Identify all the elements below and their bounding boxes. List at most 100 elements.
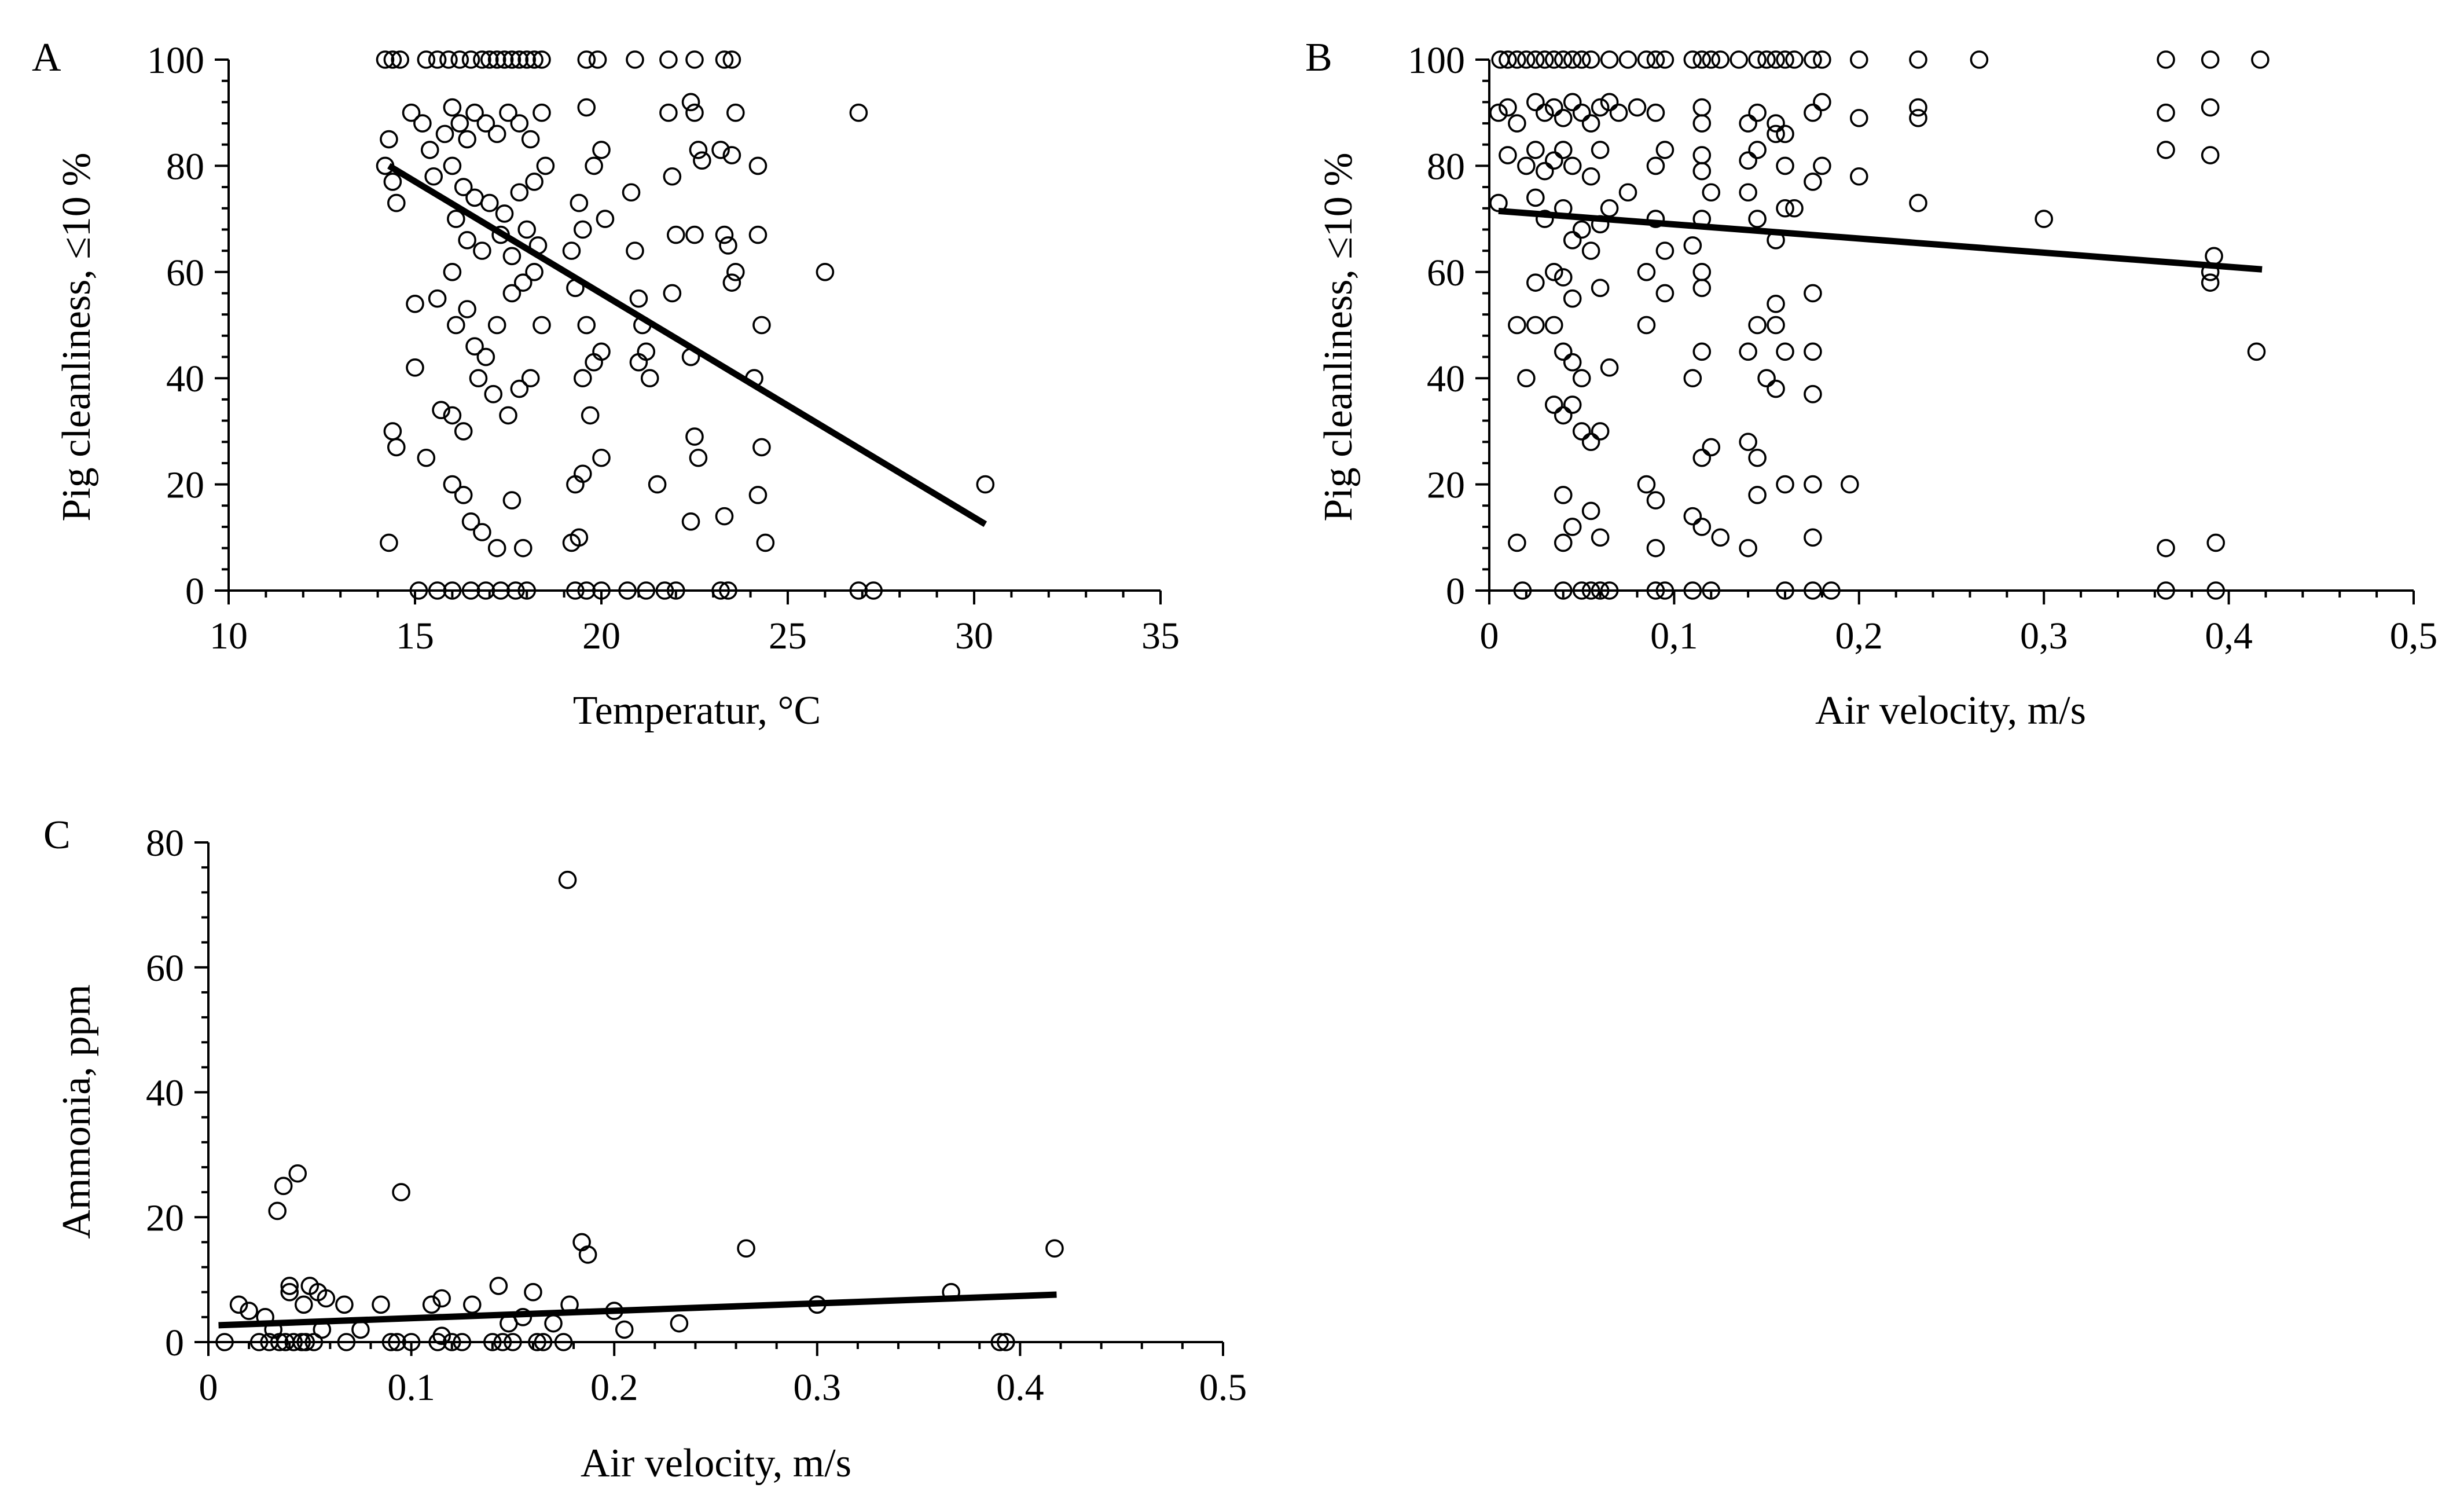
- panel-a-x-tick-label: 10: [210, 615, 248, 657]
- panel-a-data-point: [592, 448, 611, 467]
- panel-c-data-point: [280, 1277, 299, 1295]
- panel-b-data-point: [1591, 422, 1610, 441]
- panel-a-data-point: [387, 193, 406, 212]
- panel-b-data-point: [1554, 406, 1573, 425]
- panel-a-data-point: [816, 262, 835, 281]
- panel-b-data-point: [1785, 50, 1804, 69]
- panel-b-data-point: [1499, 146, 1517, 164]
- panel-c-data-point: [544, 1314, 563, 1333]
- panel-a-data-point: [752, 438, 771, 457]
- panel-a-data-point: [495, 204, 514, 223]
- panel-b-data-point: [1711, 528, 1730, 547]
- panel-a-data-point: [533, 103, 551, 122]
- panel-b-data-point: [1970, 50, 1989, 69]
- panel-a-data-point: [689, 448, 708, 467]
- panel-b-data-point: [1572, 50, 1591, 69]
- panel-a-data-point: [402, 103, 421, 122]
- panel-a-data-point: [685, 50, 704, 69]
- panel-b-data-point: [1841, 475, 1859, 494]
- panel-b-y-tick-label: 20: [1427, 464, 1465, 507]
- panel-a-data-point: [573, 369, 592, 388]
- panel-b-data-point: [1683, 50, 1702, 69]
- panel-a-data-point: [380, 130, 398, 149]
- panel-b-data-point: [1536, 50, 1554, 69]
- panel-b-data-point: [1526, 316, 1545, 335]
- panel-a-temperature-vs-cleanliness: A 0 20 40 60 80 100 10 15 20 25 30 35 Temperatur, …: [32, 35, 1180, 733]
- panel-c-data-point: [351, 1320, 370, 1339]
- panel-b-data-point: [1581, 501, 1600, 521]
- panel-a-data-point: [752, 316, 771, 335]
- panel-c-trendline: [218, 1291, 1057, 1329]
- panel-a-data-point: [685, 225, 704, 244]
- panel-a-y-tick-label: 60: [166, 252, 204, 294]
- panel-a-data-point: [458, 130, 476, 149]
- panel-b-data-point: [1909, 109, 1927, 127]
- panel-a-data-point: [458, 300, 476, 318]
- panel-b-data-point: [1776, 156, 1794, 175]
- panel-b-data-point: [1804, 284, 1822, 303]
- panel-a-data-point: [487, 538, 506, 558]
- panel-a-data-point: [722, 50, 741, 69]
- panel-b-data-point: [2157, 103, 2175, 122]
- panel-c-data-point: [372, 1295, 390, 1314]
- panel-c-y-tick-label: 60: [146, 947, 184, 989]
- panel-a-data-point: [443, 475, 462, 494]
- panel-b-data-point: [2201, 98, 2220, 117]
- panel-a-data-point: [592, 141, 611, 159]
- panel-c-data-point: [240, 1302, 258, 1320]
- panel-a-data-point: [499, 103, 517, 122]
- panel-b-data-point: [2157, 538, 2175, 558]
- panel-c-data-point: [294, 1295, 313, 1314]
- panel-a-points: [376, 50, 995, 600]
- panel-b-x-tick-label: 0,2: [1835, 615, 1883, 657]
- panel-a-data-point: [573, 220, 592, 239]
- panel-a-data-point: [435, 124, 454, 144]
- panel-b-data-point: [1554, 50, 1573, 69]
- panel-b-data-point: [1637, 50, 1656, 69]
- panel-letter-b: B: [1305, 35, 1332, 80]
- panel-b-data-point: [1581, 167, 1600, 186]
- panel-b-data-point: [1767, 316, 1785, 335]
- panel-a-data-point: [517, 220, 537, 239]
- panel-b-data-point: [1646, 210, 1665, 228]
- panel-b-data-point: [1850, 167, 1868, 186]
- panel-letter-c: C: [43, 813, 71, 857]
- panel-a-data-point: [484, 384, 503, 404]
- panel-b-data-point: [1618, 50, 1637, 69]
- panel-a-data-point: [685, 103, 704, 122]
- panel-b-data-point: [1554, 141, 1573, 159]
- panel-a-data-point: [473, 241, 491, 260]
- panel-b-data-point: [1804, 173, 1822, 191]
- panel-a-data-point: [499, 406, 517, 425]
- panel-b-data-point: [1655, 50, 1675, 69]
- panel-a-data-point: [428, 50, 447, 69]
- panel-c-x-tick-label: 0.1: [387, 1366, 435, 1409]
- panel-b-data-point: [1739, 114, 1757, 133]
- panel-a-data-point: [487, 50, 506, 69]
- panel-a-data-point: [495, 50, 514, 69]
- panel-b-data-point: [1804, 103, 1822, 122]
- panel-b-data-point: [2201, 146, 2220, 164]
- panel-b-data-point: [1776, 199, 1794, 218]
- panel-a-data-point: [513, 538, 533, 558]
- panel-a-data-point: [413, 114, 432, 133]
- panel-b-data-point: [1563, 395, 1582, 414]
- panel-a-data-point: [756, 533, 775, 552]
- panel-a-data-point: [748, 225, 768, 244]
- panel-b-data-point: [1554, 342, 1573, 361]
- panel-a-x-tick-label: 15: [396, 615, 434, 657]
- panel-a-data-point: [726, 103, 745, 122]
- panel-a-data-point: [719, 236, 737, 255]
- panel-b-data-point: [1508, 114, 1526, 133]
- panel-b-data-point: [1544, 50, 1563, 69]
- panel-b-data-point: [1554, 533, 1573, 552]
- panel-a-data-point: [443, 262, 462, 281]
- panel-b-data-point: [1804, 342, 1822, 361]
- panel-b-data-point: [1739, 538, 1757, 558]
- panel-a-data-point: [588, 50, 607, 69]
- panel-a-data-point: [592, 342, 611, 361]
- panel-a-data-point: [715, 507, 734, 526]
- panel-a-data-point: [663, 167, 682, 186]
- panel-a-data-point: [715, 50, 734, 69]
- panel-b-data-point: [1909, 50, 1927, 69]
